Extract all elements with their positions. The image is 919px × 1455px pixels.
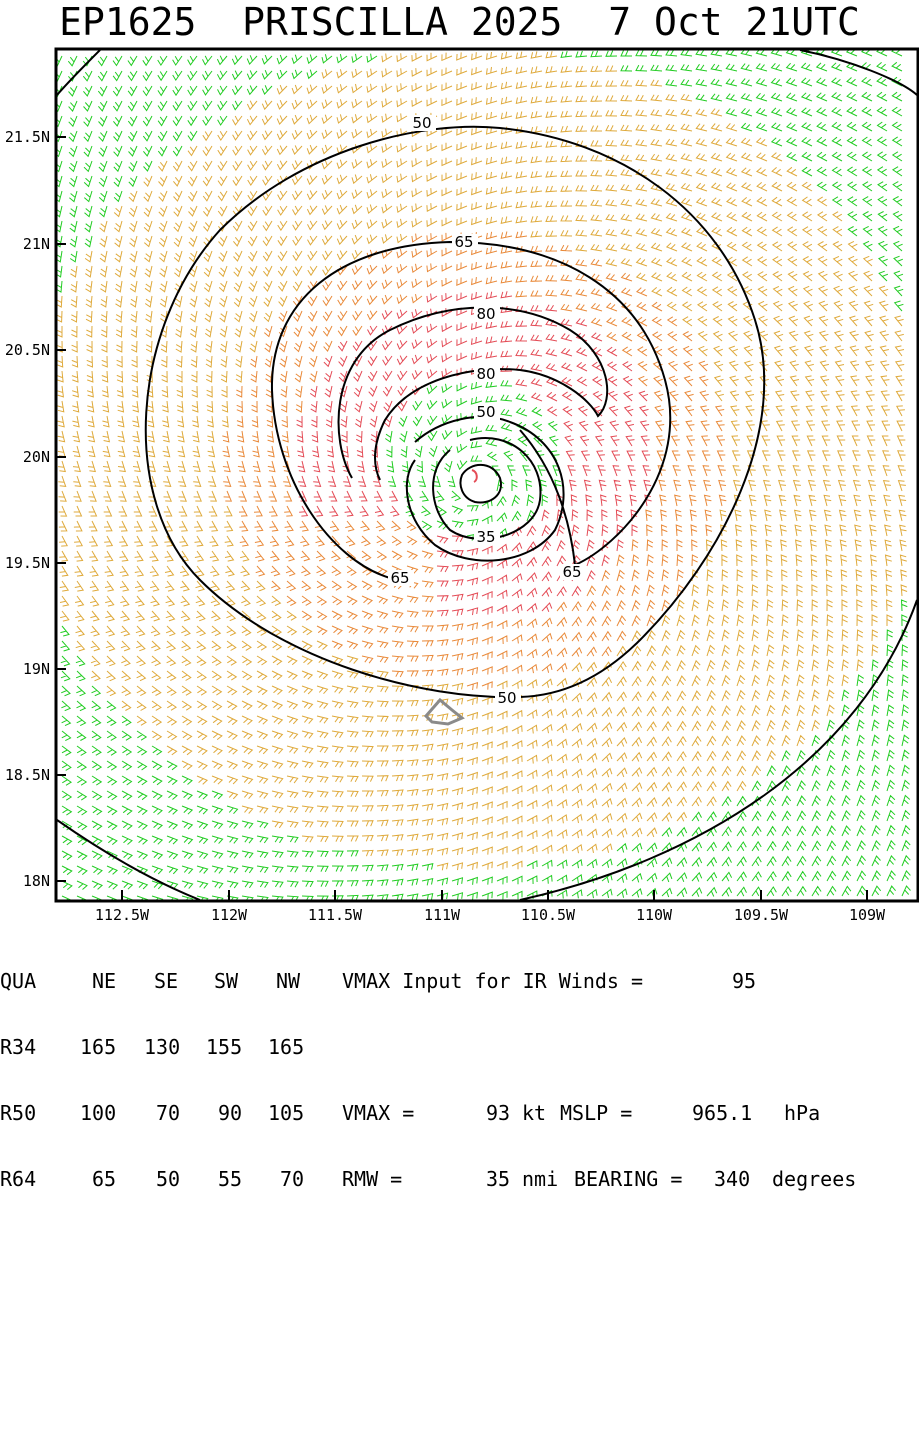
contour-label: 80 [476, 365, 495, 383]
header-cell: NW [276, 969, 301, 993]
contour-labels: 50 65 80 80 50 35 65 65 50 [388, 114, 586, 707]
table-cell: 70 [280, 1167, 305, 1191]
lon-label: 111W [423, 906, 461, 924]
map-title: EP1625 PRISCILLA 2025 7 Oct 21UTC [59, 0, 860, 44]
lat-label: 21N [22, 235, 50, 253]
map-frame [54, 47, 919, 903]
lon-label: 110W [635, 906, 673, 924]
lat-label: 18N [22, 872, 50, 890]
contour-label: 35 [476, 528, 495, 546]
contour-label: 65 [390, 569, 409, 587]
table-cell: 130 [144, 1035, 181, 1059]
header-cell: SW [214, 969, 239, 993]
lat-label: 21.5N [4, 128, 50, 146]
row-label: R50 [0, 1101, 37, 1125]
rmw-value: 35 [486, 1167, 511, 1191]
contour-gale-sw [57, 819, 201, 900]
contour-gale-se [519, 599, 917, 900]
row-label: R64 [0, 1167, 37, 1191]
bearing-unit: degrees [772, 1167, 857, 1191]
contour-label: 50 [497, 689, 516, 707]
contour-50-outer [144, 125, 766, 699]
table-header-row: QUA NE SE SW NW VMAX Input for IR Winds … [0, 970, 919, 992]
contour-label: 65 [454, 233, 473, 251]
wind-radii-table: QUA NE SE SW NW VMAX Input for IR Winds … [0, 926, 919, 1212]
mslp-unit: hPa [784, 1101, 821, 1125]
vmax-unit: kt [522, 1101, 547, 1125]
header-cell: NE [92, 969, 117, 993]
lat-label: 19.5N [4, 554, 50, 572]
contour-gale-nw [57, 50, 101, 96]
table-cell: 165 [268, 1035, 305, 1059]
contour-label: 50 [476, 403, 495, 421]
wind-barbs-orange [222, 231, 727, 691]
table-cell: 90 [218, 1101, 243, 1125]
lon-label: 111.5W [307, 906, 363, 924]
bearing-label: BEARING = [574, 1167, 683, 1191]
vmax-input-label: VMAX Input for IR Winds = [342, 969, 644, 993]
vmax-label: VMAX = [342, 1101, 415, 1125]
mslp-label: MSLP = [560, 1101, 633, 1125]
contour-label: 50 [412, 114, 431, 132]
lat-label: 19N [22, 660, 50, 678]
contour-35 [432, 437, 542, 540]
bearing-value: 340 [714, 1167, 751, 1191]
table-cell: 70 [156, 1101, 181, 1125]
wind-contours [57, 50, 917, 900]
vmax-input-value: 95 [732, 969, 757, 993]
mslp-value: 965.1 [692, 1101, 753, 1125]
storm-center-icon [471, 469, 478, 483]
contour-eye [459, 463, 502, 504]
contour-label: 65 [562, 563, 581, 581]
table-row: R34 165 130 155 165 [0, 1036, 919, 1058]
contour-gale-ne [799, 50, 917, 96]
table-cell: 155 [206, 1035, 243, 1059]
table-row: R64 65 50 55 70 RMW = 35 nmi BEARING = 3… [0, 1168, 919, 1190]
vmax-value: 93 [486, 1101, 511, 1125]
wind-field-map: 50 65 80 80 50 35 65 65 50 [54, 47, 919, 903]
table-cell: 65 [92, 1167, 117, 1191]
contour-80-outer [337, 306, 609, 479]
rmw-unit: nmi [522, 1167, 559, 1191]
contour-label: 80 [476, 305, 495, 323]
table-cell: 50 [156, 1167, 181, 1191]
lon-label: 112W [210, 906, 248, 924]
lon-label: 110.5W [520, 906, 576, 924]
lat-label: 20.5N [4, 341, 50, 359]
lon-label: 109.5W [733, 906, 789, 924]
header-cell: SE [154, 969, 179, 993]
island-outline [423, 697, 465, 726]
table-cell: 100 [80, 1101, 117, 1125]
header-cell: QUA [0, 969, 37, 993]
rmw-label: RMW = [342, 1167, 403, 1191]
table-cell: 165 [80, 1035, 117, 1059]
lat-label: 18.5N [4, 766, 50, 784]
table-cell: 55 [218, 1167, 243, 1191]
table-cell: 105 [268, 1101, 305, 1125]
lat-label: 20N [22, 448, 50, 466]
table-row: R50 100 70 90 105 VMAX = 93 kt MSLP = 96… [0, 1102, 919, 1124]
wind-barbs-gold [57, 51, 908, 871]
lon-label: 109W [848, 906, 886, 924]
lon-label: 112.5W [94, 906, 150, 924]
axis-ticks [56, 136, 868, 900]
row-label: R34 [0, 1035, 37, 1059]
